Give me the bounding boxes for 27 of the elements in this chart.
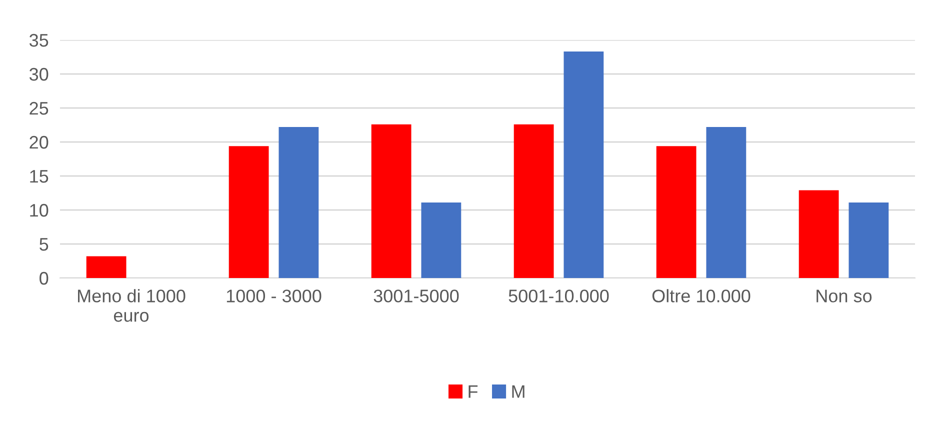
y-tick-label: 35 — [29, 34, 48, 47]
bar — [371, 124, 412, 278]
legend-label: M — [512, 385, 524, 398]
y-tick-label: 0 — [40, 272, 48, 285]
y-tick-label: 25 — [30, 102, 48, 115]
x-tick-label: 1000 - 3000 — [226, 290, 322, 302]
y-tick-label: 20 — [30, 136, 48, 149]
bar — [848, 202, 889, 278]
x-tick-label: Oltre 10.000 — [652, 289, 750, 302]
legend-label: F — [468, 385, 478, 398]
y-tick-label: 30 — [29, 68, 48, 81]
x-tick-label: 3001-5000 — [374, 290, 459, 302]
x-tick-label: Non so — [816, 290, 872, 302]
bar — [656, 146, 696, 278]
bar — [706, 127, 746, 278]
bar — [564, 52, 604, 278]
bar — [798, 190, 839, 278]
y-tick-label: 5 — [40, 238, 48, 251]
bar — [421, 202, 462, 278]
y-tick-label: 15 — [30, 170, 48, 183]
x-tick-label: Meno di 1000 euro — [78, 289, 186, 322]
bar — [514, 124, 554, 278]
bar — [228, 146, 269, 278]
y-tick-label: 10 — [30, 204, 48, 217]
bar — [86, 256, 126, 278]
x-tick-label: 5001-10.000 — [508, 290, 609, 302]
bar — [278, 127, 319, 278]
